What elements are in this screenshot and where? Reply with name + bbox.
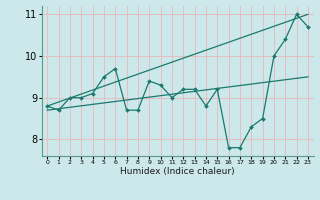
X-axis label: Humidex (Indice chaleur): Humidex (Indice chaleur) [120, 167, 235, 176]
